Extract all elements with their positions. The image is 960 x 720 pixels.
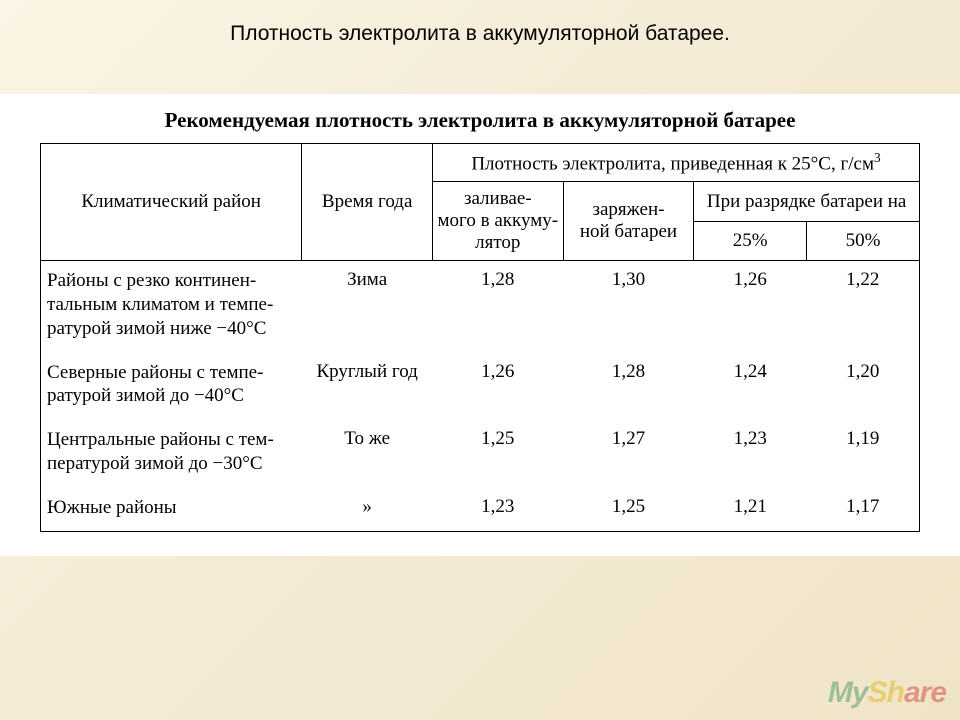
cell-p50: 1,19 xyxy=(807,420,920,488)
cell-fill: 1,25 xyxy=(432,420,563,488)
cell-p50: 1,20 xyxy=(807,353,920,421)
col-charged: заряжен-ной батареи xyxy=(563,182,694,261)
cell-p50: 1,17 xyxy=(807,488,920,532)
watermark-part3: are xyxy=(904,676,946,709)
col-fill: заливае-мого в аккуму-лятор xyxy=(432,182,563,261)
cell-charged: 1,27 xyxy=(563,420,694,488)
density-group-sup: 3 xyxy=(874,150,881,165)
cell-p25: 1,24 xyxy=(694,353,807,421)
cell-region: Северные районы с темпе-ратурой зимой до… xyxy=(41,353,302,421)
slide-title: Плотность электролита в аккумуляторной б… xyxy=(0,0,960,54)
cell-season: Круглый год xyxy=(302,353,433,421)
table-header-row: Климатический район Время года Плотность… xyxy=(41,144,920,182)
density-table: Климатический район Время года Плотность… xyxy=(40,143,920,532)
col-season: Время года xyxy=(302,144,433,261)
cell-season: » xyxy=(302,488,433,532)
table-sheet: Рекомендуемая плотность электролита в ак… xyxy=(0,94,960,556)
table-row: Районы с резко континен-тальным климатом… xyxy=(41,261,920,353)
watermark-part2: Sh xyxy=(868,676,904,709)
col-region: Климатический район xyxy=(41,144,302,261)
cell-region: Центральные районы с тем-пературой зимой… xyxy=(41,420,302,488)
table-title: Рекомендуемая плотность электролита в ак… xyxy=(40,108,920,133)
col-p50: 50% xyxy=(807,221,920,261)
table-row: Северные районы с темпе-ратурой зимой до… xyxy=(41,353,920,421)
cell-season: Зима xyxy=(302,261,433,353)
cell-charged: 1,28 xyxy=(563,353,694,421)
table-row: Центральные районы с тем-пературой зимой… xyxy=(41,420,920,488)
cell-region: Южные районы xyxy=(41,488,302,532)
watermark-part1: My xyxy=(828,676,868,709)
cell-fill: 1,23 xyxy=(432,488,563,532)
cell-p25: 1,26 xyxy=(694,261,807,353)
watermark: MyShare xyxy=(828,676,946,710)
cell-p50: 1,22 xyxy=(807,261,920,353)
col-p25: 25% xyxy=(694,221,807,261)
col-discharge: При разрядке батареи на xyxy=(694,182,920,222)
cell-season: То же xyxy=(302,420,433,488)
cell-fill: 1,28 xyxy=(432,261,563,353)
density-group-text: Плотность электролита, приведенная к 25°… xyxy=(471,153,874,174)
cell-charged: 1,25 xyxy=(563,488,694,532)
cell-p25: 1,23 xyxy=(694,420,807,488)
col-density-group: Плотность электролита, приведенная к 25°… xyxy=(432,144,919,182)
cell-fill: 1,26 xyxy=(432,353,563,421)
cell-p25: 1,21 xyxy=(694,488,807,532)
cell-charged: 1,30 xyxy=(563,261,694,353)
cell-region: Районы с резко континен-тальным климатом… xyxy=(41,261,302,353)
table-row: Южные районы » 1,23 1,25 1,21 1,17 xyxy=(41,488,920,532)
